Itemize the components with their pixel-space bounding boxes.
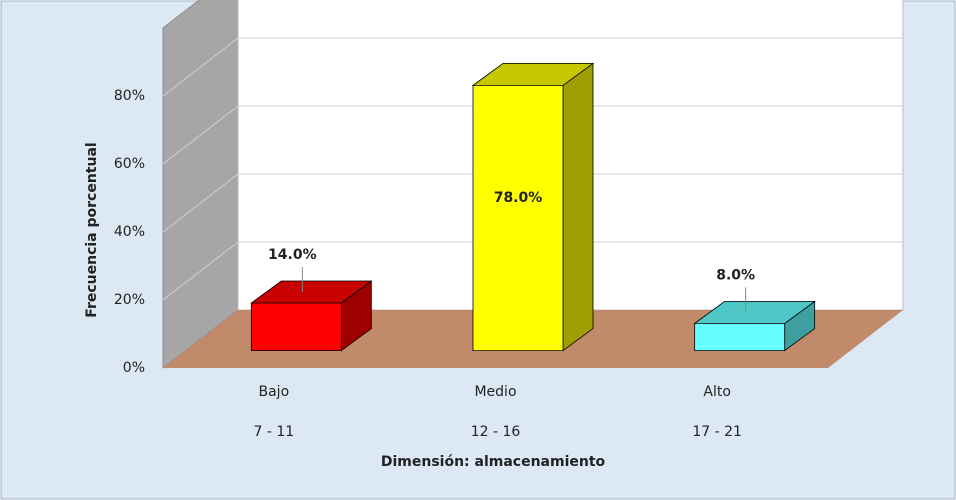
grid-line <box>162 173 903 233</box>
x-tick-range: 17 - 21 <box>692 424 742 440</box>
grid-line <box>162 105 903 165</box>
grid-line <box>162 37 903 97</box>
left-wall <box>162 0 239 370</box>
y-tick-label: 20% <box>114 292 145 308</box>
x-tick-label: Alto <box>703 384 731 400</box>
bar-front <box>250 302 342 352</box>
data-label: 8.0% <box>716 267 755 283</box>
x-tick-range: 12 - 16 <box>471 424 521 440</box>
y-axis-title: Frecuencia porcentual <box>84 142 100 317</box>
y-tick-label: 60% <box>114 156 145 172</box>
y-tick-label: 80% <box>114 88 145 104</box>
y-tick-label: 0% <box>123 360 145 376</box>
x-axis-title: Dimensión: almacenamiento <box>381 454 606 470</box>
x-tick-label: Bajo <box>259 384 290 400</box>
x-tick-label: Medio <box>474 384 516 400</box>
bar <box>471 62 595 352</box>
bar <box>250 280 373 352</box>
bar-front <box>694 322 786 352</box>
data-label: 14.0% <box>268 247 317 263</box>
bar-front <box>472 85 564 352</box>
data-label: 78.0% <box>494 190 543 206</box>
x-tick-range: 7 - 11 <box>253 424 294 440</box>
y-tick-label: 40% <box>114 224 145 240</box>
bar-side <box>562 62 594 352</box>
grid-line <box>162 241 903 301</box>
bar <box>693 300 816 352</box>
